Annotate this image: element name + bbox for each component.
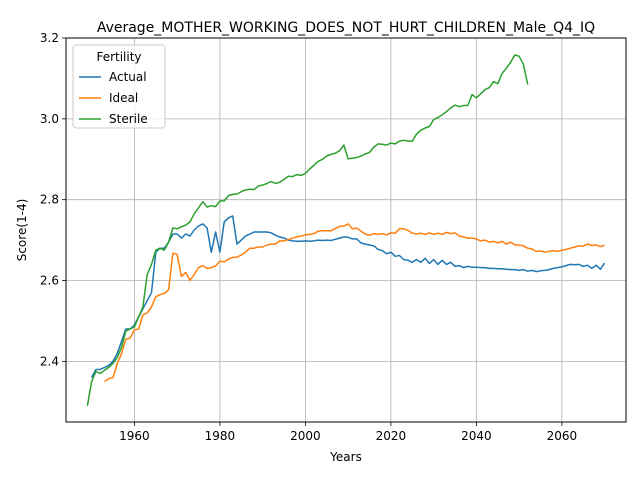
series-line-actual xyxy=(90,215,606,378)
chart-title: Average_MOTHER_WORKING_DOES_NOT_HURT_CHI… xyxy=(97,20,595,36)
y-tick-label: 2.8 xyxy=(40,193,59,207)
x-tick-label: 2000 xyxy=(290,429,321,443)
y-tick-label: 3.0 xyxy=(40,112,59,126)
plot-area-frame xyxy=(65,37,627,423)
y-axis-label: Score(1-4) xyxy=(15,199,29,262)
legend-items: Actual Ideal Sterile xyxy=(79,70,148,126)
x-axis-label: Years xyxy=(329,450,362,464)
series-lines xyxy=(86,54,606,406)
legend-title: Fertility xyxy=(96,50,141,64)
series-line-sterile xyxy=(86,54,529,406)
x-tick-label: 2020 xyxy=(376,429,407,443)
y-tick-label: 3.2 xyxy=(40,31,59,45)
x-axis-ticks: 1960 1980 2000 2020 2040 2060 xyxy=(119,422,577,443)
legend-label-sterile: Sterile xyxy=(109,112,148,126)
x-tick-label: 2040 xyxy=(461,429,492,443)
y-tick-label: 2.4 xyxy=(40,354,59,368)
legend-label-actual: Actual xyxy=(109,70,147,84)
legend-box xyxy=(72,44,166,129)
y-axis-ticks: 2.4 2.6 2.8 3.0 3.2 xyxy=(40,31,66,368)
legend-label-ideal: Ideal xyxy=(109,91,138,105)
series-line-ideal xyxy=(104,223,605,383)
x-tick-label: 1980 xyxy=(205,429,236,443)
y-tick-label: 2.6 xyxy=(40,274,59,288)
legend: Fertility Actual Ideal Sterile xyxy=(72,44,166,129)
x-tick-label: 2060 xyxy=(547,429,578,443)
x-tick-label: 1960 xyxy=(119,429,150,443)
